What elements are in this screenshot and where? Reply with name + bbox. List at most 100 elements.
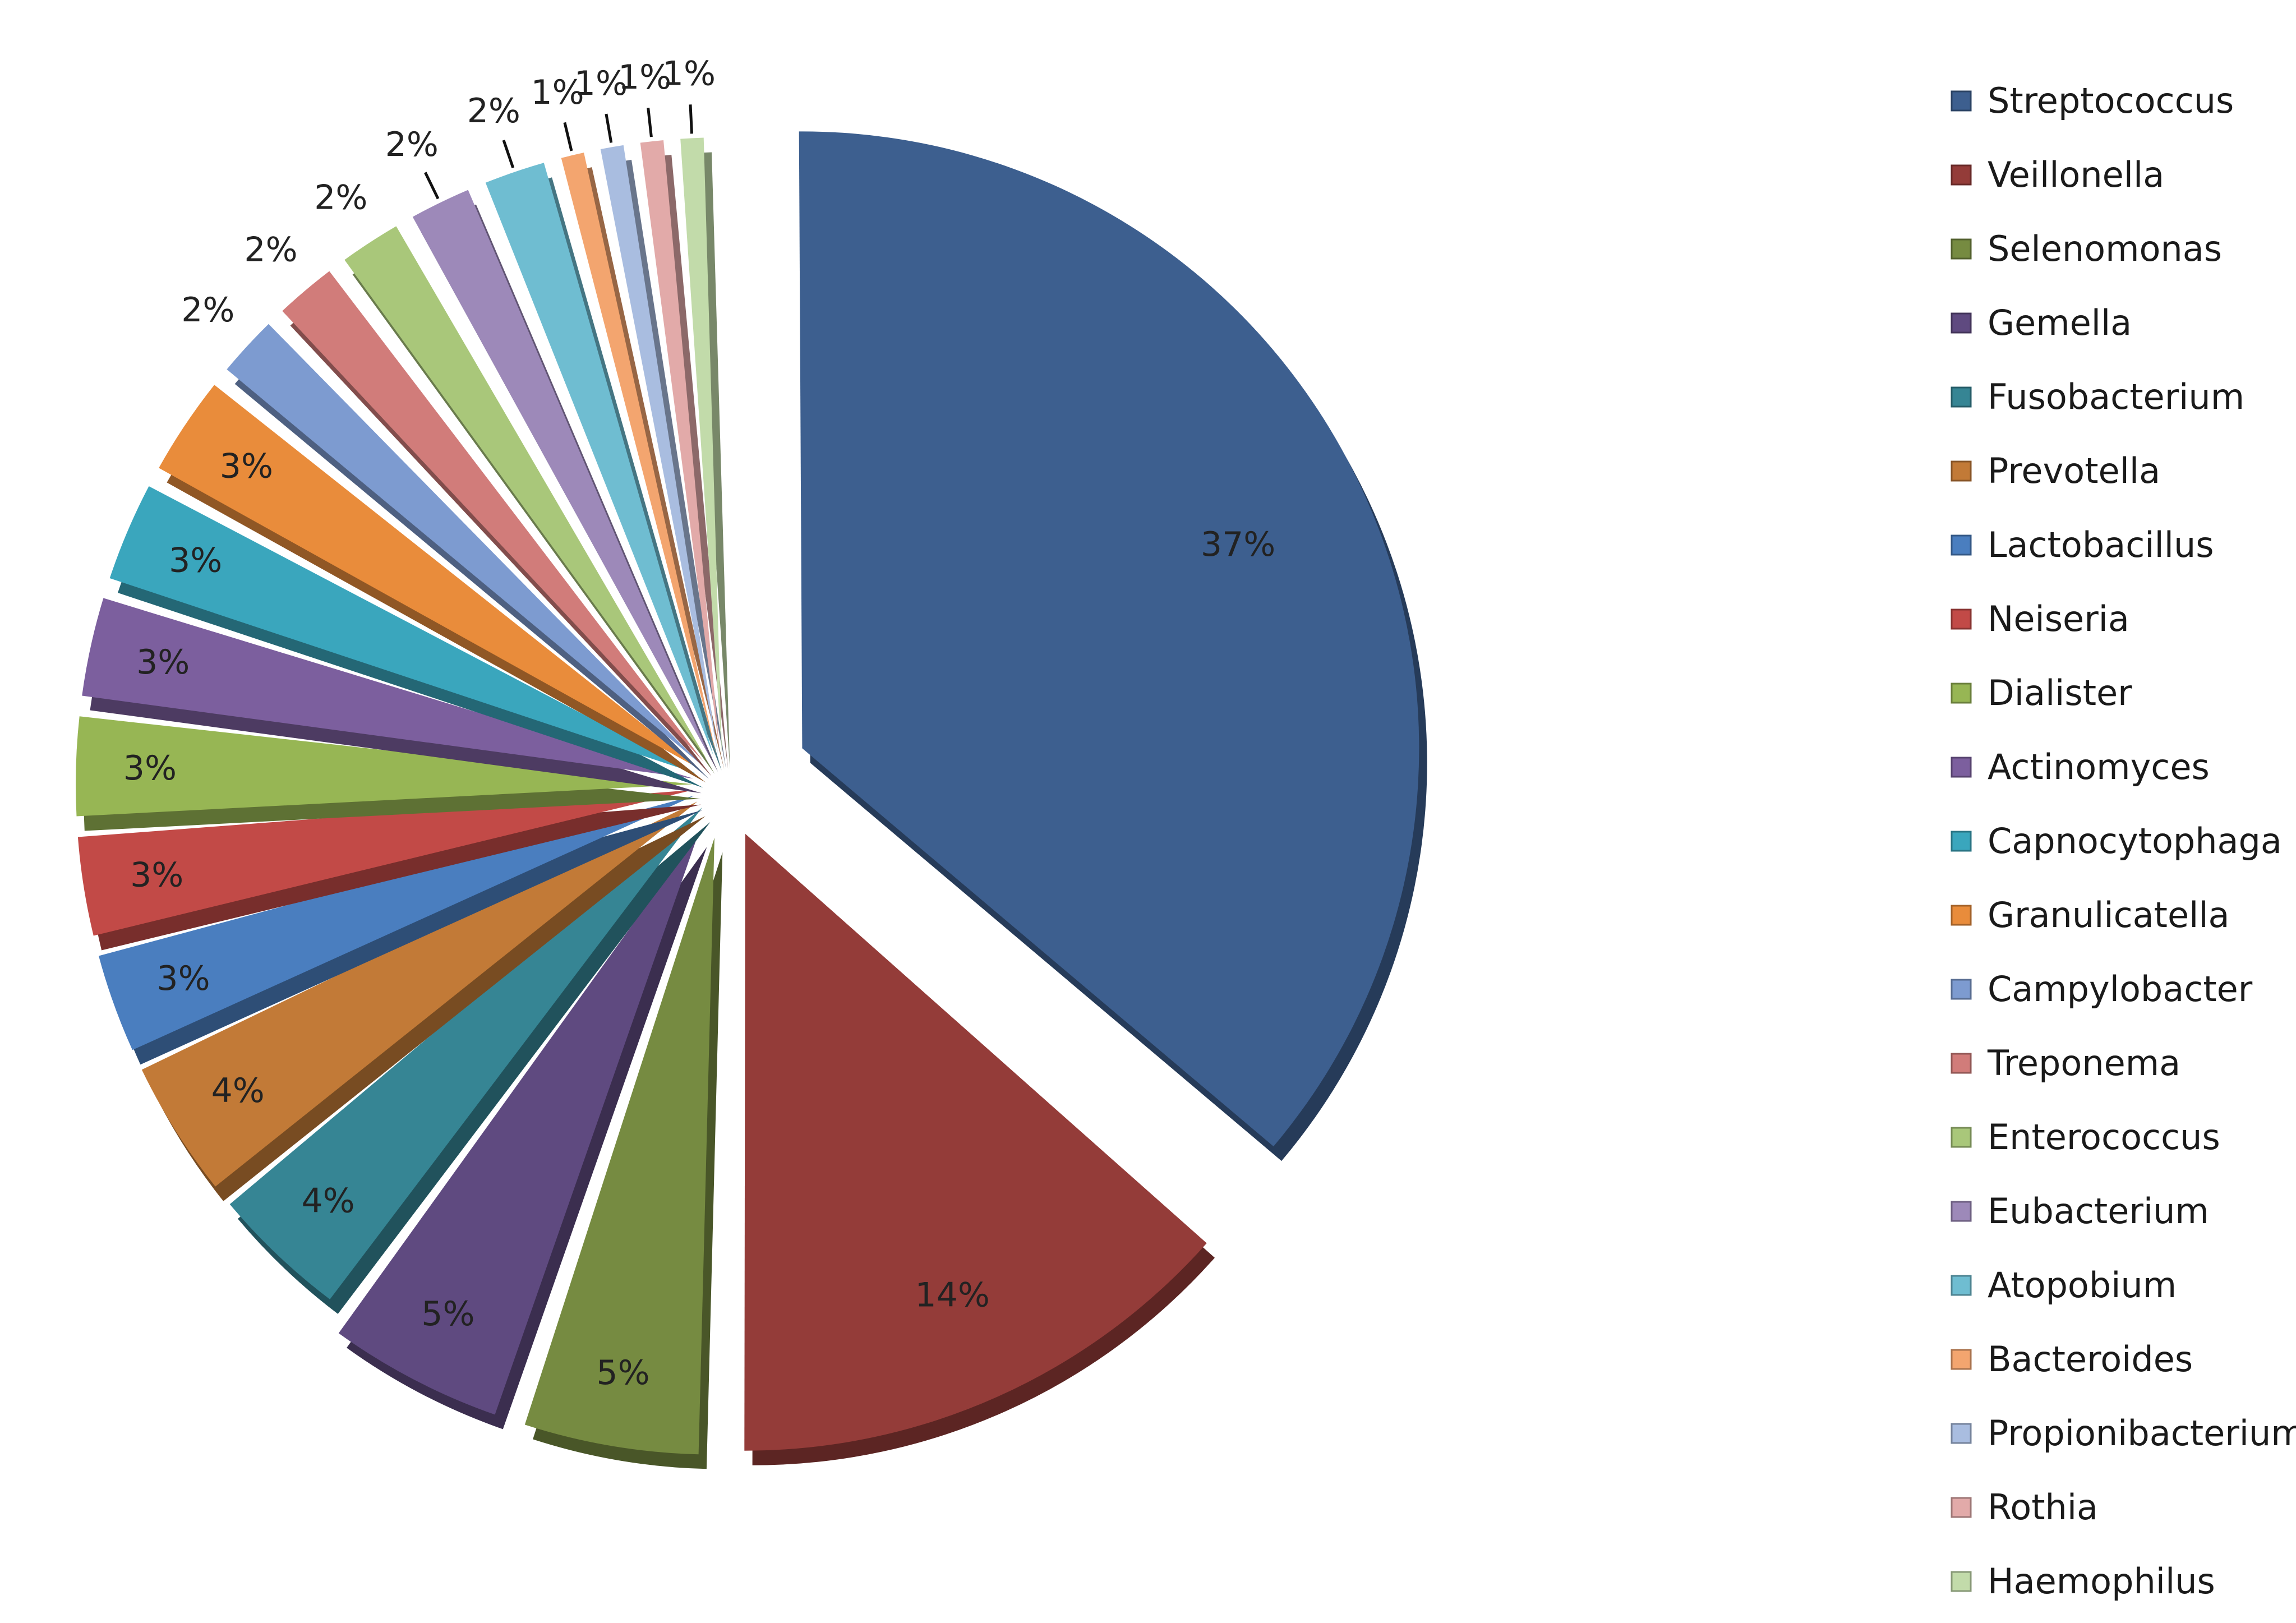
legend-swatch (1951, 386, 1972, 408)
pie-slices (76, 131, 1427, 1469)
pie-slice-face (141, 801, 698, 1187)
pie-slice-face (282, 271, 704, 762)
slice-value-label: 3% (156, 959, 210, 998)
legend-item: Fusobacterium (1951, 376, 2244, 417)
pie-slice-face (338, 832, 699, 1415)
pie-slice-neiseria (77, 790, 702, 951)
legend-swatch (1951, 1201, 1972, 1222)
pie-slice-campylobacter (227, 324, 709, 779)
legend-swatch (1951, 238, 1972, 260)
legend-item: Actinomyces (1951, 746, 2210, 787)
legend-item: Gemella (1951, 302, 2132, 343)
pie-slice-face (229, 807, 703, 1299)
legend-item: Lactobacillus (1951, 524, 2214, 565)
pie-slice-eubacterium (412, 190, 718, 772)
legend-label: Prevotella (1988, 450, 2160, 491)
pie-slice-granulicatella (159, 385, 706, 783)
legend-swatch (1951, 1571, 1972, 1592)
pie-slice-face (344, 226, 707, 759)
leader-line (424, 172, 440, 200)
legend-swatch (1951, 164, 1972, 186)
pie-slice-face (640, 140, 720, 755)
legend-swatch (1951, 1423, 1972, 1444)
pie-slice-face (799, 131, 1419, 1147)
pie-slice-face (77, 790, 693, 936)
leader-line (647, 108, 653, 137)
slice-value-label: 3% (169, 541, 222, 580)
slice-value-label: 1% (574, 64, 628, 103)
legend-item: Dialister (1951, 672, 2132, 713)
legend-swatch (1951, 312, 1972, 334)
legend-swatch (1951, 831, 1972, 852)
slice-value-label: 14% (915, 1276, 990, 1315)
slice-value-label: 4% (302, 1181, 355, 1220)
legend-item: Campylobacter (1951, 969, 2253, 1009)
legend-label: Rothia (1988, 1487, 2098, 1528)
pie-slice-face (412, 190, 710, 758)
legend-label: Eubacterium (1988, 1191, 2209, 1232)
pie-slice-atopobium (485, 163, 722, 771)
legend-label: Haemophilus (1988, 1561, 2215, 1602)
leader-line (689, 104, 693, 134)
slice-value-label: 2% (314, 178, 367, 218)
legend-label: Streptococcus (1988, 80, 2234, 121)
slice-value-label: 1% (662, 54, 716, 94)
pie-slice-dialister (76, 716, 701, 831)
pie-slice-selenomonas (524, 837, 723, 1469)
legend-swatch (1951, 1275, 1972, 1296)
slice-value-label: 37% (1201, 525, 1275, 564)
legend-label: Treponema (1987, 1043, 2180, 1083)
legend-swatch (1951, 460, 1972, 482)
pie-slice-face (99, 795, 695, 1050)
slice-value-label: 2% (385, 125, 439, 164)
slice-value-label: 3% (130, 855, 183, 895)
pie-slice-rothia (640, 140, 729, 769)
pie-slice-prevotella (141, 801, 706, 1201)
legend-label: Bacteroides (1988, 1339, 2193, 1380)
legend-label: Propionibacterium (1988, 1413, 2296, 1454)
slice-value-label: 4% (211, 1071, 265, 1110)
legend-swatch (1951, 608, 1972, 630)
pie-slice-enterococcus (344, 226, 715, 774)
pie-slice-face (600, 145, 718, 755)
legend-swatch (1951, 683, 1972, 704)
slice-value-label: 2% (181, 291, 234, 330)
pie-slice-face (524, 837, 714, 1455)
legend-item: Veillonella (1951, 154, 2164, 195)
legend: Streptococcus Veillonella Selenomonas Gemel… (1951, 80, 2296, 1602)
pie-slice-haemophilus (680, 137, 730, 769)
legend-label: Atopobium (1988, 1265, 2177, 1306)
legend-label: Actinomyces (1988, 746, 2210, 787)
pie-slice-capnocytophaga (109, 486, 703, 788)
slice-value-label: 5% (421, 1294, 474, 1334)
slice-value-label: 1% (531, 73, 584, 112)
legend-label: Veillonella (1988, 154, 2164, 195)
legend-label: Capnocytophaga (1988, 820, 2282, 861)
slice-labels: 37%14%5%5%4%4%3%3%3%3%3%3%2%2%2%2%2% 1%1%… (123, 54, 1275, 1393)
pie-slice-gemella (338, 832, 707, 1430)
leader-line (502, 140, 515, 169)
legend-item: Treponema (1951, 1043, 2180, 1083)
pie-slice-lactobacillus (99, 795, 703, 1065)
legend-item: Enterococcus (1951, 1117, 2220, 1158)
legend-item: Rothia (1951, 1487, 2098, 1528)
legend-swatch (1951, 979, 1972, 1000)
pie-slice-face (109, 486, 695, 773)
pie-slice-bacteroides (561, 153, 725, 770)
pie-slice-face (744, 833, 1207, 1451)
slice-value-label: 3% (123, 749, 177, 788)
pie-slice-face (680, 137, 722, 755)
legend-item: Capnocytophaga (1951, 820, 2282, 861)
legend-label: Dialister (1988, 672, 2132, 713)
legend-item: Bacteroides (1951, 1339, 2193, 1380)
slice-value-label: 1% (618, 58, 671, 97)
legend-label: Fusobacterium (1988, 376, 2244, 417)
leader-line (563, 122, 573, 151)
pie-slice-treponema (282, 271, 712, 776)
pie-slice-streptococcus (799, 131, 1427, 1161)
slice-value-label: 3% (220, 447, 273, 486)
legend-label: Gemella (1988, 302, 2132, 343)
legend-label: Neiseria (1988, 598, 2129, 639)
pie-slice-fusobacterium (229, 807, 711, 1314)
pie-slice-propionibacterium (600, 145, 726, 769)
